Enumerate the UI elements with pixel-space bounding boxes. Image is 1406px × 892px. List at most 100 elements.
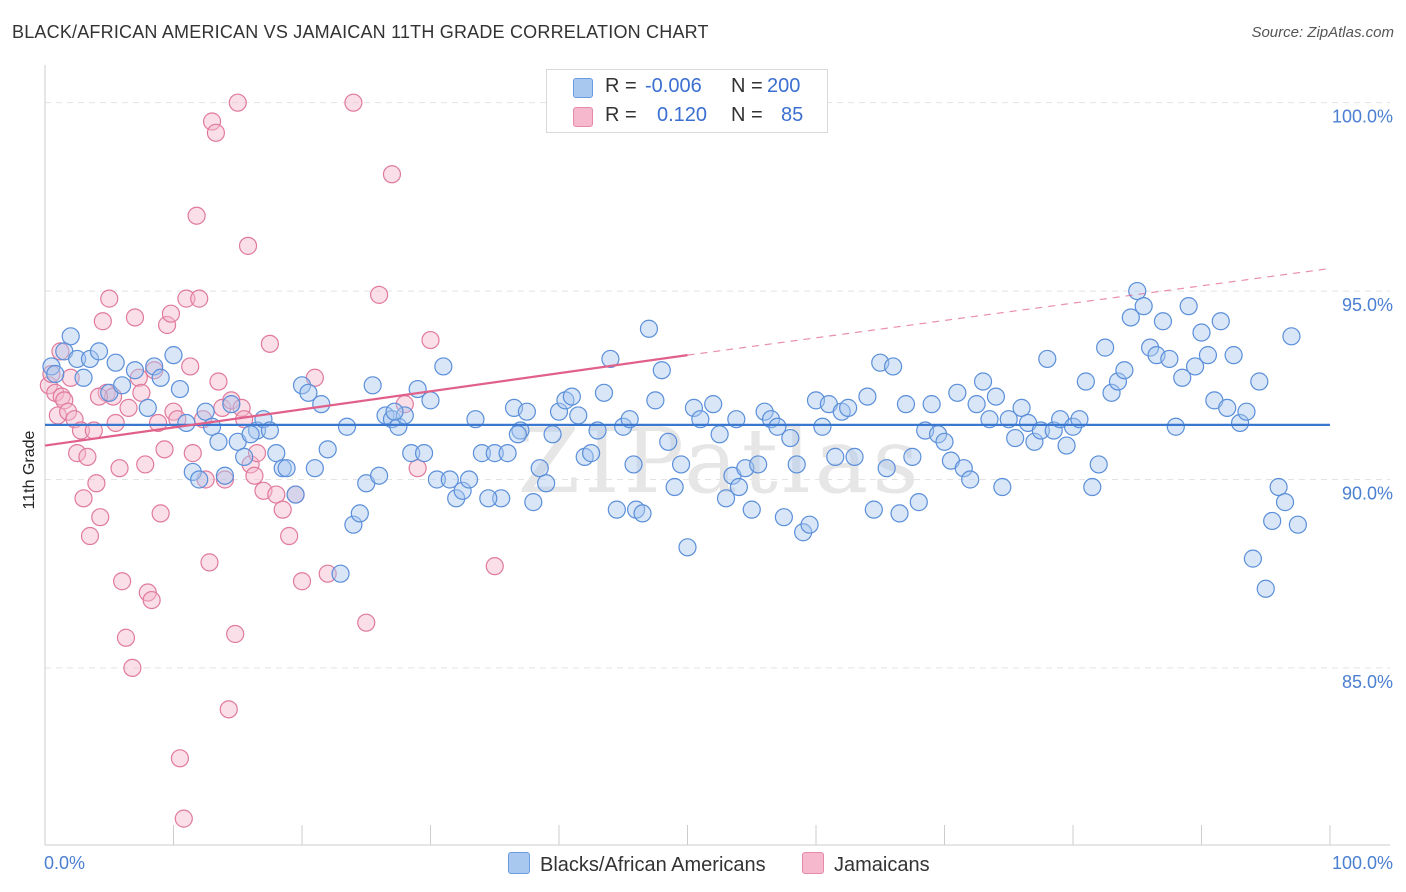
black-point bbox=[1070, 410, 1089, 429]
black-point bbox=[74, 368, 93, 387]
black-point bbox=[1134, 297, 1153, 316]
jamaican-point bbox=[51, 342, 70, 361]
black-point bbox=[1089, 455, 1108, 474]
n-label: N = bbox=[731, 104, 763, 126]
black-point bbox=[543, 425, 562, 444]
black-point bbox=[1166, 417, 1185, 436]
jamaican-point bbox=[209, 372, 228, 391]
jamaican-point bbox=[110, 459, 129, 478]
y-tick-label: 90.0% bbox=[1342, 483, 1393, 503]
black-point bbox=[761, 410, 781, 429]
y-tick-label: 95.0% bbox=[1342, 295, 1393, 315]
black-point bbox=[980, 410, 999, 429]
black-point bbox=[659, 432, 678, 451]
black-point bbox=[781, 428, 800, 448]
jamaican-point bbox=[42, 364, 61, 384]
legend-row-black: R = -0.006 N = 200 bbox=[547, 72, 827, 102]
x-tick-labels: 0.0% 100.0% bbox=[44, 853, 1393, 873]
black-point bbox=[1179, 297, 1198, 316]
black-point bbox=[1038, 349, 1057, 369]
jamaican-point bbox=[100, 289, 119, 308]
black-point bbox=[665, 477, 684, 497]
black-point bbox=[453, 481, 472, 500]
jamaican-point bbox=[219, 700, 238, 719]
source-credit: Source: ZipAtlas.com bbox=[1251, 24, 1394, 41]
black-point bbox=[138, 398, 157, 417]
legend-swatch-jamaican bbox=[573, 107, 593, 127]
jamaican-point bbox=[232, 398, 251, 417]
black-point bbox=[1185, 357, 1205, 376]
black-point bbox=[389, 417, 408, 436]
jamaican-point bbox=[260, 334, 279, 353]
jamaican-point bbox=[174, 809, 193, 828]
jamaican-point bbox=[39, 376, 58, 395]
black-point bbox=[1108, 372, 1128, 391]
black-point bbox=[1250, 372, 1269, 391]
black-point bbox=[447, 489, 466, 508]
black-point bbox=[498, 444, 517, 463]
x-tick-label-min: 0.0% bbox=[44, 853, 85, 873]
black-point bbox=[440, 470, 459, 489]
black-point bbox=[839, 398, 858, 417]
black-point bbox=[877, 459, 896, 478]
black-point bbox=[235, 447, 254, 466]
black-point bbox=[299, 383, 318, 402]
black-point bbox=[671, 455, 691, 474]
jamaican-point bbox=[181, 357, 200, 376]
black-point bbox=[826, 447, 845, 466]
black-point bbox=[1006, 428, 1025, 448]
jamaican-point bbox=[382, 165, 402, 184]
black-point bbox=[749, 455, 768, 474]
jamaican-point bbox=[344, 93, 363, 112]
black-point bbox=[305, 459, 324, 478]
black-point bbox=[1153, 312, 1173, 331]
black-point bbox=[768, 417, 787, 436]
jamaican-point bbox=[148, 413, 168, 433]
y-tick-label: 100.0% bbox=[1332, 107, 1393, 127]
jamaican-point bbox=[55, 391, 74, 410]
n-value: 85 bbox=[781, 104, 804, 126]
black-point bbox=[344, 515, 363, 534]
n-label: N = bbox=[731, 75, 763, 97]
jamaican-point bbox=[485, 557, 504, 576]
legend-swatch-jamaican bbox=[802, 852, 824, 874]
black-point bbox=[1230, 413, 1250, 433]
black-point bbox=[614, 417, 633, 436]
jamaican-point bbox=[357, 613, 376, 632]
jamaican-point bbox=[78, 447, 97, 466]
black-point bbox=[524, 493, 543, 512]
black-point bbox=[106, 353, 125, 372]
y-axis-label: 11th Grade bbox=[21, 430, 38, 509]
black-point bbox=[1288, 515, 1307, 534]
jamaican-point bbox=[280, 526, 299, 546]
black-point bbox=[1044, 421, 1063, 440]
black-point bbox=[61, 327, 80, 346]
black-point bbox=[935, 432, 954, 451]
jamaican-point bbox=[273, 500, 292, 519]
black-point bbox=[1243, 549, 1263, 568]
black-point bbox=[530, 459, 549, 478]
trend-lines bbox=[44, 267, 1331, 447]
jamaican-point bbox=[155, 440, 174, 459]
black-point bbox=[710, 425, 729, 444]
y-tick-label: 85.0% bbox=[1342, 672, 1393, 692]
black-point bbox=[492, 489, 511, 508]
black-point bbox=[646, 391, 665, 410]
jamaican-point bbox=[74, 489, 93, 508]
grid-lines bbox=[45, 102, 1390, 669]
black-point bbox=[1198, 346, 1218, 365]
black-point bbox=[485, 444, 504, 463]
black-point bbox=[652, 361, 671, 380]
black-point bbox=[562, 387, 581, 406]
black-point bbox=[350, 504, 369, 523]
jamaican-point bbox=[292, 572, 312, 591]
legend-swatch-black bbox=[508, 852, 530, 874]
jamaican-point bbox=[238, 236, 258, 255]
jamaican-point bbox=[245, 466, 264, 485]
black-point bbox=[318, 440, 337, 459]
chart-title: BLACK/AFRICAN AMERICAN VS JAMAICAN 11TH … bbox=[12, 22, 709, 42]
black-point bbox=[787, 455, 806, 474]
black-point bbox=[607, 500, 626, 519]
black-point bbox=[813, 417, 832, 436]
